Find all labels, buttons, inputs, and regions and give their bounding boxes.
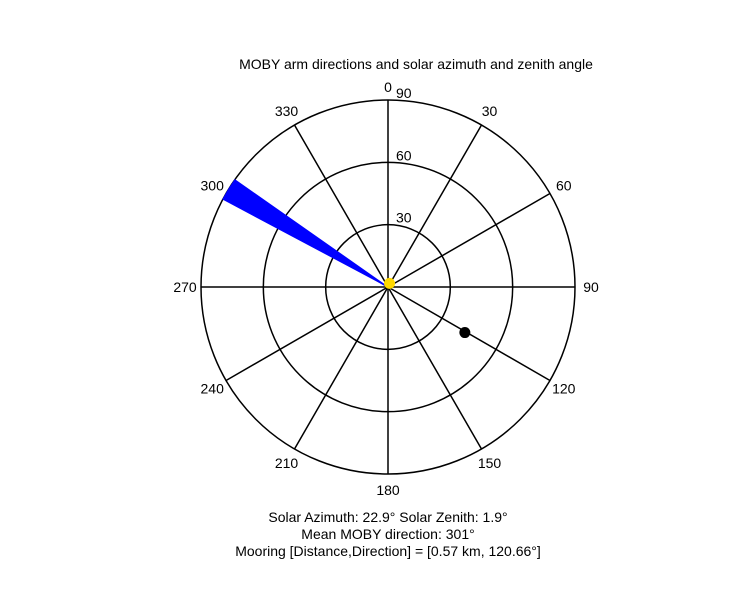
angle-tick-300: 300: [201, 178, 225, 194]
sun-marker: [384, 277, 396, 289]
angle-tick-60: 60: [556, 178, 572, 194]
radial-tick-90: 90: [396, 85, 412, 101]
spoke-150: [387, 286, 483, 450]
moby-direction-info: Mean MOBY direction: 301°: [301, 526, 474, 542]
angle-tick-270: 270: [173, 279, 197, 295]
mooring-info: Mooring [Distance,Direction] = [0.57 km,…: [235, 543, 541, 559]
chart-title: MOBY arm directions and solar azimuth an…: [239, 56, 593, 72]
angle-tick-120: 120: [552, 381, 576, 397]
angle-tick-150: 150: [478, 455, 502, 471]
angle-tick-30: 30: [482, 103, 498, 119]
angle-tick-210: 210: [275, 455, 299, 471]
angle-tick-330: 330: [275, 103, 299, 119]
mooring-marker: [459, 327, 471, 339]
angle-tick-180: 180: [376, 482, 400, 498]
angle-tick-90: 90: [583, 279, 599, 295]
ring-90: [200, 99, 576, 475]
spoke-330: [293, 124, 389, 288]
tick-labels: 0 30 60 90 120 150 180 210 240 270 300 330 30 60 90: [173, 79, 599, 498]
chart-marks: [222, 179, 471, 339]
spoke-210: [293, 286, 389, 450]
angle-tick-240: 240: [201, 381, 225, 397]
radial-tick-30: 30: [396, 210, 412, 226]
ring-30: [324, 223, 452, 351]
moby-arm-wedge: [222, 179, 389, 288]
spoke-30: [387, 124, 483, 288]
ring-60: [262, 161, 514, 413]
radial-tick-60: 60: [396, 147, 412, 163]
angle-tick-0: 0: [384, 79, 392, 95]
spoke-240: [225, 286, 389, 382]
solar-info: Solar Azimuth: 22.9° Solar Zenith: 1.9°: [268, 509, 507, 525]
spoke-60: [387, 192, 551, 288]
